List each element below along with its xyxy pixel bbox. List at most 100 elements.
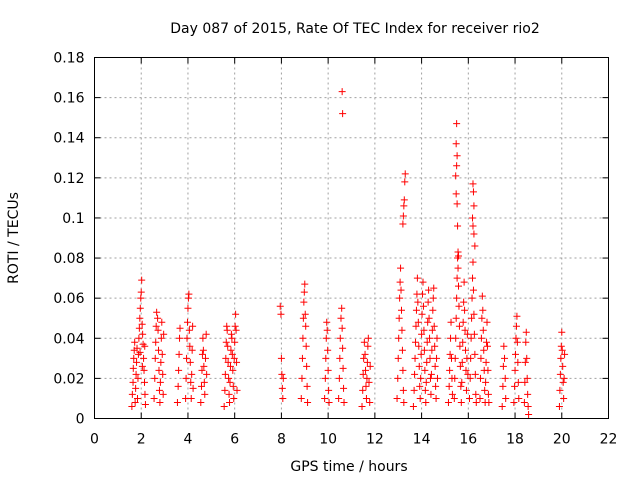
data-point (428, 326, 436, 334)
data-point (324, 366, 332, 374)
data-point (480, 346, 488, 354)
data-point (361, 350, 369, 358)
data-point (225, 374, 233, 382)
data-point (199, 334, 207, 342)
data-point (300, 288, 308, 296)
data-point (401, 170, 409, 178)
data-point (399, 212, 407, 220)
data-point (183, 334, 191, 342)
data-point (419, 302, 427, 310)
data-point (323, 326, 331, 334)
data-point (154, 314, 162, 322)
data-point (138, 276, 146, 284)
data-point (412, 306, 420, 314)
data-point (152, 338, 160, 346)
data-point (432, 394, 440, 402)
data-point (231, 338, 239, 346)
data-point (340, 384, 348, 392)
data-point (189, 384, 197, 392)
x-tick-label: 8 (277, 432, 286, 448)
data-point (452, 334, 460, 342)
data-point (453, 294, 461, 302)
data-point (462, 366, 470, 374)
data-point (156, 398, 164, 406)
data-point (417, 350, 425, 358)
data-point (322, 354, 330, 362)
data-point (460, 278, 468, 286)
data-point (485, 398, 493, 406)
data-point (512, 350, 520, 358)
data-point (467, 354, 475, 362)
data-point (398, 346, 406, 354)
data-point (141, 390, 149, 398)
y-tick-label: 0 (76, 412, 85, 428)
data-point (423, 358, 431, 366)
data-point (452, 190, 460, 198)
x-tick-label: 2 (137, 432, 146, 448)
data-point (186, 342, 194, 350)
data-point (452, 172, 460, 180)
y-tick-label: 0.04 (53, 331, 84, 347)
data-point (137, 288, 145, 296)
data-point (155, 346, 163, 354)
x-tick-label: 4 (183, 432, 192, 448)
x-tick-label: 18 (506, 432, 524, 448)
data-point (472, 390, 480, 398)
data-point (450, 394, 458, 402)
data-point (324, 346, 332, 354)
data-point (452, 140, 460, 148)
data-point (302, 322, 310, 330)
data-point (470, 230, 478, 238)
data-point (174, 382, 182, 390)
data-point (556, 370, 564, 378)
data-point (469, 180, 477, 188)
data-point (140, 366, 148, 374)
data-point (198, 350, 206, 358)
data-point (429, 306, 437, 314)
data-point (484, 366, 492, 374)
data-point (140, 354, 148, 362)
data-point (465, 394, 473, 402)
data-point (138, 362, 146, 370)
data-point (453, 152, 461, 160)
data-point (227, 346, 235, 354)
data-point (470, 202, 478, 210)
data-point (446, 350, 454, 358)
data-point (321, 394, 329, 402)
data-point (156, 378, 164, 386)
data-point (199, 346, 207, 354)
x-tick-label: 12 (366, 432, 384, 448)
data-point (409, 402, 417, 410)
y-tick-label: 0.1 (62, 211, 84, 227)
data-point (136, 348, 144, 356)
data-point (419, 278, 427, 286)
data-point (222, 338, 230, 346)
data-point (521, 358, 529, 366)
data-point (130, 354, 138, 362)
data-point (175, 366, 183, 374)
data-point (515, 394, 523, 402)
data-point (158, 350, 166, 358)
data-point (228, 350, 236, 358)
data-point (137, 294, 145, 302)
data-point (423, 338, 431, 346)
data-point (425, 314, 433, 322)
data-point (424, 298, 432, 306)
data-point (457, 398, 465, 406)
data-point (335, 394, 343, 402)
data-point (559, 362, 567, 370)
data-points (128, 88, 569, 418)
data-point (129, 378, 137, 386)
data-point (427, 390, 435, 398)
data-point (462, 346, 470, 354)
data-point (561, 350, 569, 358)
data-point (224, 342, 232, 350)
data-point (501, 374, 509, 382)
data-point (510, 398, 518, 406)
data-point (416, 394, 424, 402)
data-point (336, 354, 344, 362)
data-point (278, 370, 286, 378)
data-point (362, 394, 370, 402)
data-point (421, 386, 429, 394)
data-point (430, 322, 438, 330)
